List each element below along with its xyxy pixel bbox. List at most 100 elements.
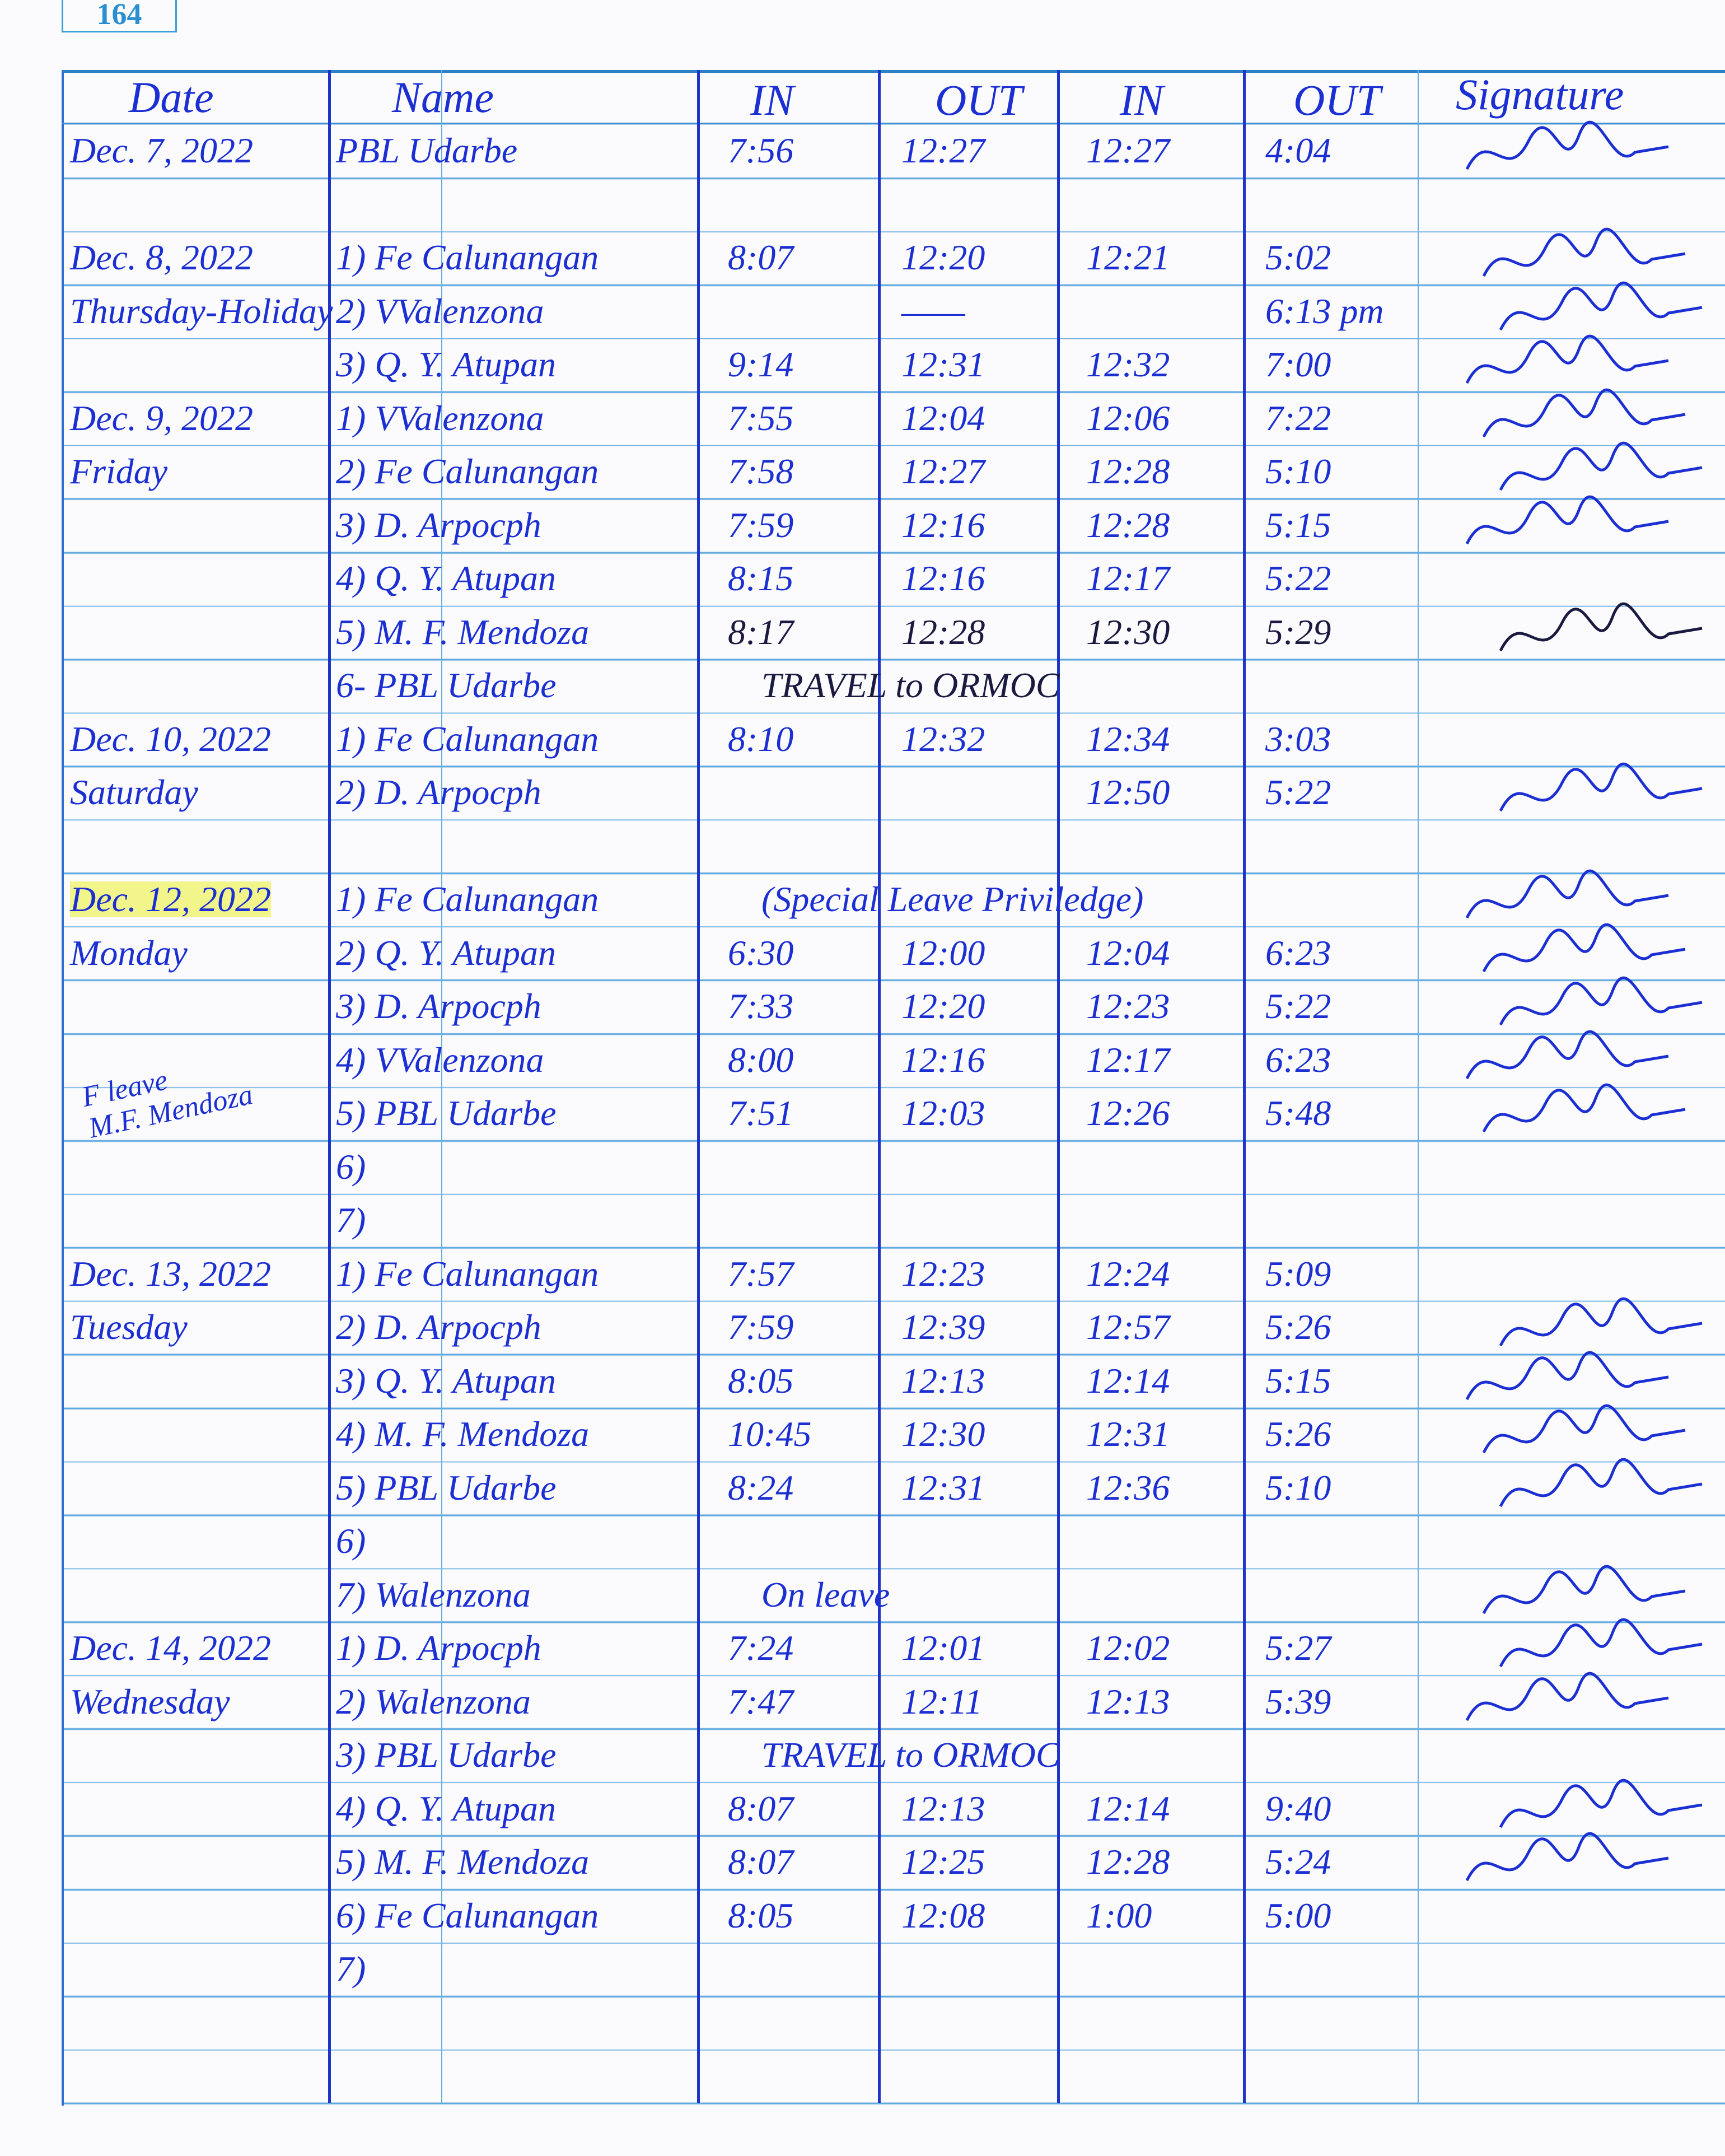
row-in2: 12:28 [1086,505,1170,545]
row-out2: 5:26 [1265,1414,1331,1454]
column-rule-name-margin [441,70,442,2103]
signature-scribble [1482,1404,1686,1454]
signature-scribble [1465,1672,1669,1721]
row-name: 2) Q. Y. Atupan [336,932,556,973]
row-out1: 12:20 [901,986,985,1026]
signature-scribble [1465,869,1669,919]
row-in1: 7:47 [728,1681,794,1721]
row-name: 6- PBL Udarbe [336,665,557,705]
header-out-2: OUT [1293,76,1381,124]
signature-scribble [1499,1297,1703,1347]
row-out1: 12:16 [901,558,985,598]
row-in2: 12:21 [1086,237,1170,277]
row-in1: 7:59 [728,505,794,545]
column-rule-in2 [1243,70,1246,2103]
row-in1: 8:05 [728,1360,794,1401]
row-out1: 12:20 [901,237,985,277]
page-number: 164 [62,0,177,32]
signature-scribble [1482,1565,1686,1614]
row-name: 7) Walenzona [336,1574,531,1614]
row-in1: 8:17 [728,612,794,652]
row-in2: 12:57 [1086,1307,1170,1347]
row-name: 7) [336,1949,366,1989]
header-out-1: OUT [935,76,1023,124]
row-out2: 6:23 [1265,1039,1331,1080]
row-name: 1) Fe Calunangan [336,879,599,919]
row-out2: 6:13 pm [1265,291,1384,331]
row-in2: 1:00 [1086,1895,1152,1935]
row-out2: 5:22 [1265,986,1331,1026]
row-in1: 7:57 [728,1253,794,1294]
row-out2: 7:22 [1265,398,1331,438]
row-name: 4) Q. Y. Atupan [336,558,556,598]
row-in1: 7:59 [728,1307,794,1347]
row-in1: 8:00 [728,1039,794,1080]
row-in1: 8:07 [728,1842,794,1882]
row-out2: 6:23 [1265,932,1331,973]
row-out1: 12:16 [901,1039,985,1080]
row-out2: 5:26 [1265,1307,1331,1347]
row-in2: 12:06 [1086,398,1170,438]
row-in2: 12:27 [1086,130,1170,170]
row-out1: 12:04 [901,398,985,438]
row-in1: 10:45 [728,1414,812,1454]
row-in1: 7:58 [728,451,794,491]
row-in2: 12:17 [1086,558,1170,598]
row-out2: 5:09 [1265,1253,1331,1294]
row-date: Dec. 8, 2022 [70,237,254,277]
row-in2: 12:28 [1086,1842,1170,1882]
row-in2: 12:23 [1086,986,1170,1026]
row-name: 3) D. Arpocph [336,986,541,1026]
row-name: 6) [336,1146,366,1187]
signature-scribble [1499,1618,1703,1668]
row-in1: 7:55 [728,398,794,438]
row-out1: 12:31 [901,1467,985,1508]
row-date: Dec. 14, 2022 [70,1628,272,1668]
signature-scribble [1499,281,1703,330]
row-out2: 5:27 [1265,1628,1331,1668]
row-name: 2) D. Arpocph [336,1307,541,1347]
row-out1: 12:27 [901,130,985,170]
row-name: 5) M. F. Mendoza [336,1842,590,1882]
row-out1: 12:39 [901,1307,985,1347]
column-rule-in1 [878,70,881,2103]
row-in1: 6:30 [728,932,794,973]
row-in2: 12:50 [1086,772,1170,812]
header-name: Name [392,73,494,122]
row-out2: 5:24 [1265,1842,1331,1882]
row-out2: 5:22 [1265,772,1331,812]
signature-scribble [1482,1083,1686,1133]
row-date: Dec. 13, 2022 [70,1253,272,1294]
row-in1: 7:33 [728,986,794,1026]
signature-scribble [1465,334,1669,384]
row-name: 5) PBL Udarbe [336,1467,557,1508]
row-in1: 8:15 [728,558,794,598]
row-out2: 3:03 [1265,718,1331,759]
row-out1: 12:13 [901,1788,985,1828]
row-out1: 12:28 [901,612,985,652]
row-name: 5) M. F. Mendoza [336,612,590,652]
row-name: 4) VValenzona [336,1039,544,1080]
row-out2: 5:15 [1265,1360,1331,1401]
row-date: Dec. 10, 2022 [70,718,272,759]
row-name: 3) Q. Y. Atupan [336,1360,556,1401]
row-out1: 12:31 [901,344,985,384]
row-date: Dec. 7, 2022 [70,130,254,170]
row-in2: 12:14 [1086,1788,1170,1828]
row-out1: 12:32 [901,718,985,759]
row-out1: 12:16 [901,505,985,545]
row-in2: 12:32 [1086,344,1170,384]
row-out1: 12:11 [901,1681,983,1721]
row-in2: 12:13 [1086,1681,1170,1721]
row-out2: 5:10 [1265,1467,1331,1508]
row-in2: 12:02 [1086,1628,1170,1668]
row-in2: 12:17 [1086,1039,1170,1080]
row-in2: 12:30 [1086,612,1170,652]
row-span: On leave [761,1574,890,1614]
row-out2: 7:00 [1265,344,1331,384]
row-in1: 8:07 [728,237,794,277]
row-span: (Special Leave Priviledge) [761,879,1144,919]
row-in1: 9:14 [728,344,794,384]
row-out2: 9:40 [1265,1788,1331,1828]
row-name: 3) PBL Udarbe [336,1735,557,1775]
